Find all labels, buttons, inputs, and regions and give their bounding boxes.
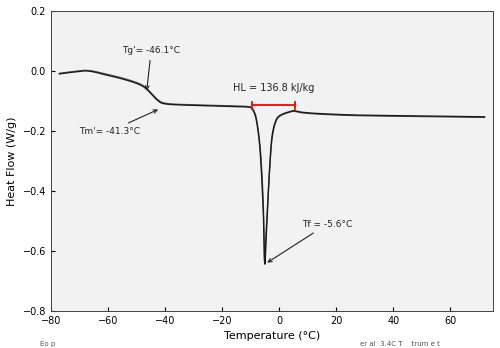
Y-axis label: Heat Flow (W/g): Heat Flow (W/g) <box>7 116 17 206</box>
Text: HL = 136.8 kJ/kg: HL = 136.8 kJ/kg <box>232 84 314 93</box>
X-axis label: Temperature (°C): Temperature (°C) <box>224 331 320 341</box>
Text: Eo p: Eo p <box>40 341 55 347</box>
Text: Tf = -5.6°C: Tf = -5.6°C <box>268 220 352 262</box>
Text: Tg'= -46.1°C: Tg'= -46.1°C <box>122 46 180 89</box>
Text: er al  3.4C T    trum e t: er al 3.4C T trum e t <box>360 341 440 347</box>
Text: Tm'= -41.3°C: Tm'= -41.3°C <box>80 110 157 136</box>
